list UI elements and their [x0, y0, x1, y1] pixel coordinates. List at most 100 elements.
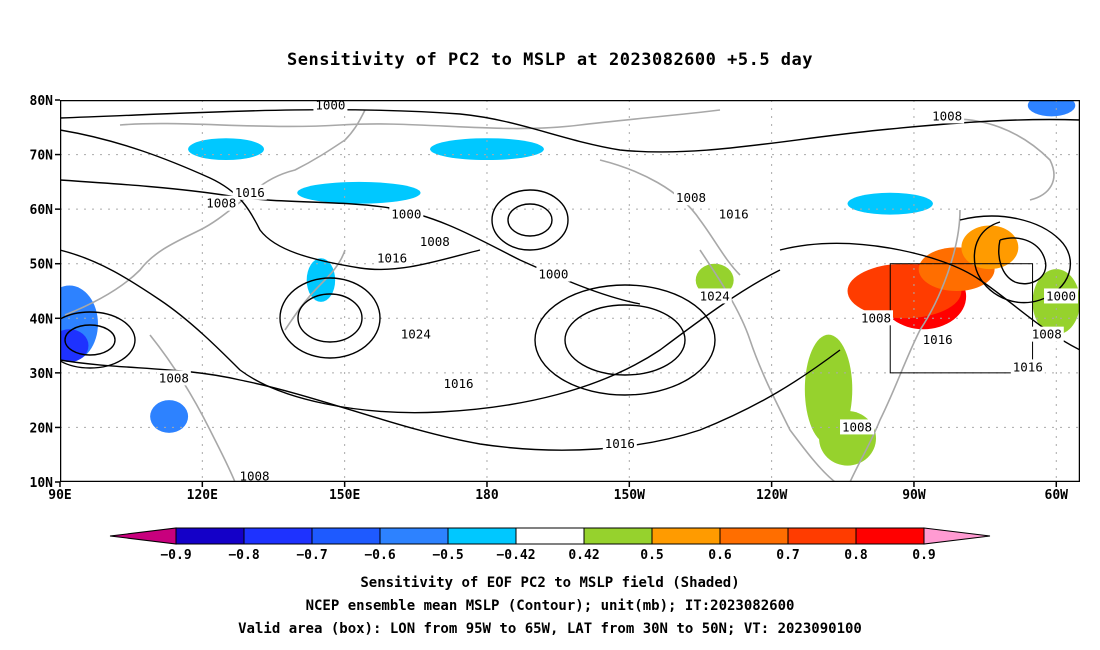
contour-line: [64, 324, 116, 356]
contour-label: 1000: [315, 100, 345, 112]
lat-tick-label: 70N: [30, 149, 54, 164]
colorbar-label: 0.7: [776, 548, 799, 563]
contour-label-bg: [1029, 326, 1064, 342]
contour-label-bg: [237, 468, 272, 484]
lon-tick-label: 120E: [187, 488, 218, 503]
contour-label: 1008: [206, 196, 236, 211]
contour-label: 1016: [443, 376, 473, 391]
map-border: [59, 99, 1081, 483]
contour-label: 1024: [401, 327, 431, 342]
contour-label-bg: [441, 375, 476, 391]
contour-label: 1016: [377, 250, 407, 265]
colorbar-cell: [855, 527, 925, 545]
contour-line: [564, 304, 686, 376]
contour-line: [534, 284, 716, 396]
contour-label-bg: [697, 288, 732, 304]
colorbar-label: 0.42: [568, 548, 599, 563]
lat-tick-label: 50N: [30, 258, 54, 273]
contour-label-bg: [859, 310, 893, 326]
contour-line: [491, 189, 569, 251]
colorbar-cell: [719, 527, 789, 545]
contour-label-bg: [232, 184, 267, 200]
contour-label: 1008: [861, 310, 891, 325]
contour-line: [998, 237, 1047, 285]
contour-line: [59, 349, 841, 451]
coastline-japan: [284, 249, 346, 331]
map-frame: 1000 1008 1016 1008 1000 1008 1016 1008 1016 1000…: [41, 94, 1081, 484]
contour-line: [59, 129, 481, 271]
colorbar-labels: −0.9 −0.8 −0.7 −0.6 −0.5 −0.42 0.42 0.5 0.6 0.7 0.…: [160, 548, 935, 563]
colorbar-label: −0.42: [496, 548, 535, 563]
contour-label-bg: [375, 250, 410, 266]
sensitivity-patch: [297, 181, 421, 204]
colorbar-cell: [447, 527, 517, 545]
colorbar-cells: [109, 527, 991, 545]
sensitivity-patch: [847, 192, 933, 215]
colorbar-label: −0.9: [160, 548, 191, 563]
longitude-ticks: 90E 120E 150E 180 150W 120W 90W 60W: [48, 482, 1068, 503]
lon-tick-label: 90W: [902, 488, 926, 503]
sensitivity-patch: [1027, 94, 1076, 117]
colorbar-label: 0.6: [708, 548, 732, 563]
contour-line: [59, 109, 1081, 153]
contour-label-bg: [398, 326, 433, 342]
colorbar-label: 0.8: [844, 548, 868, 563]
contour-label-bg: [1010, 359, 1045, 375]
colorbar-label: −0.6: [364, 548, 395, 563]
contour-label-bg: [673, 190, 708, 206]
lat-tick-label: 30N: [30, 367, 54, 382]
contour-label: 1000: [1046, 288, 1076, 303]
colorbar-cell: [515, 527, 585, 545]
contour-label: 1008: [420, 234, 450, 249]
lat-tick-label: 40N: [30, 312, 54, 327]
coastline-greenland: [939, 118, 1055, 201]
contour-label: 1000: [391, 207, 421, 222]
contour-label: 1008: [932, 108, 962, 123]
colorbar-cell: [311, 527, 381, 545]
plot-title: Sensitivity of PC2 to MSLP at 2023082600…: [286, 50, 813, 70]
contour-label: 1016: [235, 185, 265, 200]
lon-tick-label: 90E: [48, 488, 71, 503]
colorbar-cell: [583, 527, 653, 545]
footer-line-3: Valid area (box): LON from 95W to 65W, L…: [238, 621, 862, 637]
contour-label: 1016: [605, 436, 635, 451]
lat-tick-label: 80N: [30, 94, 54, 109]
contour-label: 1008: [239, 469, 269, 482]
lon-tick-label: 180: [475, 488, 499, 503]
contour-line: [297, 293, 363, 343]
footer-line-2: NCEP ensemble mean MSLP (Contour); unit(…: [305, 598, 795, 614]
contour-label-bg: [417, 233, 452, 249]
contour-label-bg: [930, 108, 965, 124]
coastline-alaska: [599, 159, 741, 276]
colorbar-cell: [175, 527, 245, 545]
contour-label: 1000: [538, 267, 568, 282]
lat-tick-label: 10N: [30, 476, 54, 491]
sensitivity-patch: [961, 225, 1019, 270]
colorbar-cell: [923, 527, 991, 545]
lat-tick-label: 20N: [30, 421, 54, 436]
footer-line-1: Sensitivity of EOF PC2 to MSLP field (Sh…: [360, 575, 740, 591]
colorbar-label: 0.5: [640, 548, 663, 563]
colorbar-cell: [243, 527, 313, 545]
contour-label-bg: [156, 370, 191, 386]
contour-line: [507, 203, 553, 237]
contour-label: 1024: [700, 288, 730, 303]
colorbar-cell: [109, 527, 177, 545]
sensitivity-patch: [188, 138, 264, 161]
lon-tick-label: 150E: [329, 488, 360, 503]
lon-tick-label: 150W: [614, 488, 645, 503]
contour-label-bg: [389, 206, 424, 222]
colorbar: −0.9 −0.8 −0.7 −0.6 −0.5 −0.42 0.42 0.5 0.6 0.7 0.…: [109, 527, 991, 563]
contour-label: 1008: [676, 190, 706, 205]
lon-tick-label: 120W: [756, 488, 787, 503]
contour-label-bg: [536, 266, 571, 282]
contour-label-bg: [840, 419, 875, 435]
lon-tick-label: 60W: [1045, 488, 1069, 503]
colorbar-cell: [787, 527, 857, 545]
colorbar-label: 0.9: [912, 548, 935, 563]
contour-label-bg: [204, 195, 239, 211]
contour-label: 1016: [1013, 359, 1043, 374]
coastline-arctic: [119, 109, 721, 130]
colorbar-label: −0.8: [228, 548, 259, 563]
latitude-ticks: 80N 70N 60N 50N 40N 30N 20N 10N: [30, 94, 60, 491]
